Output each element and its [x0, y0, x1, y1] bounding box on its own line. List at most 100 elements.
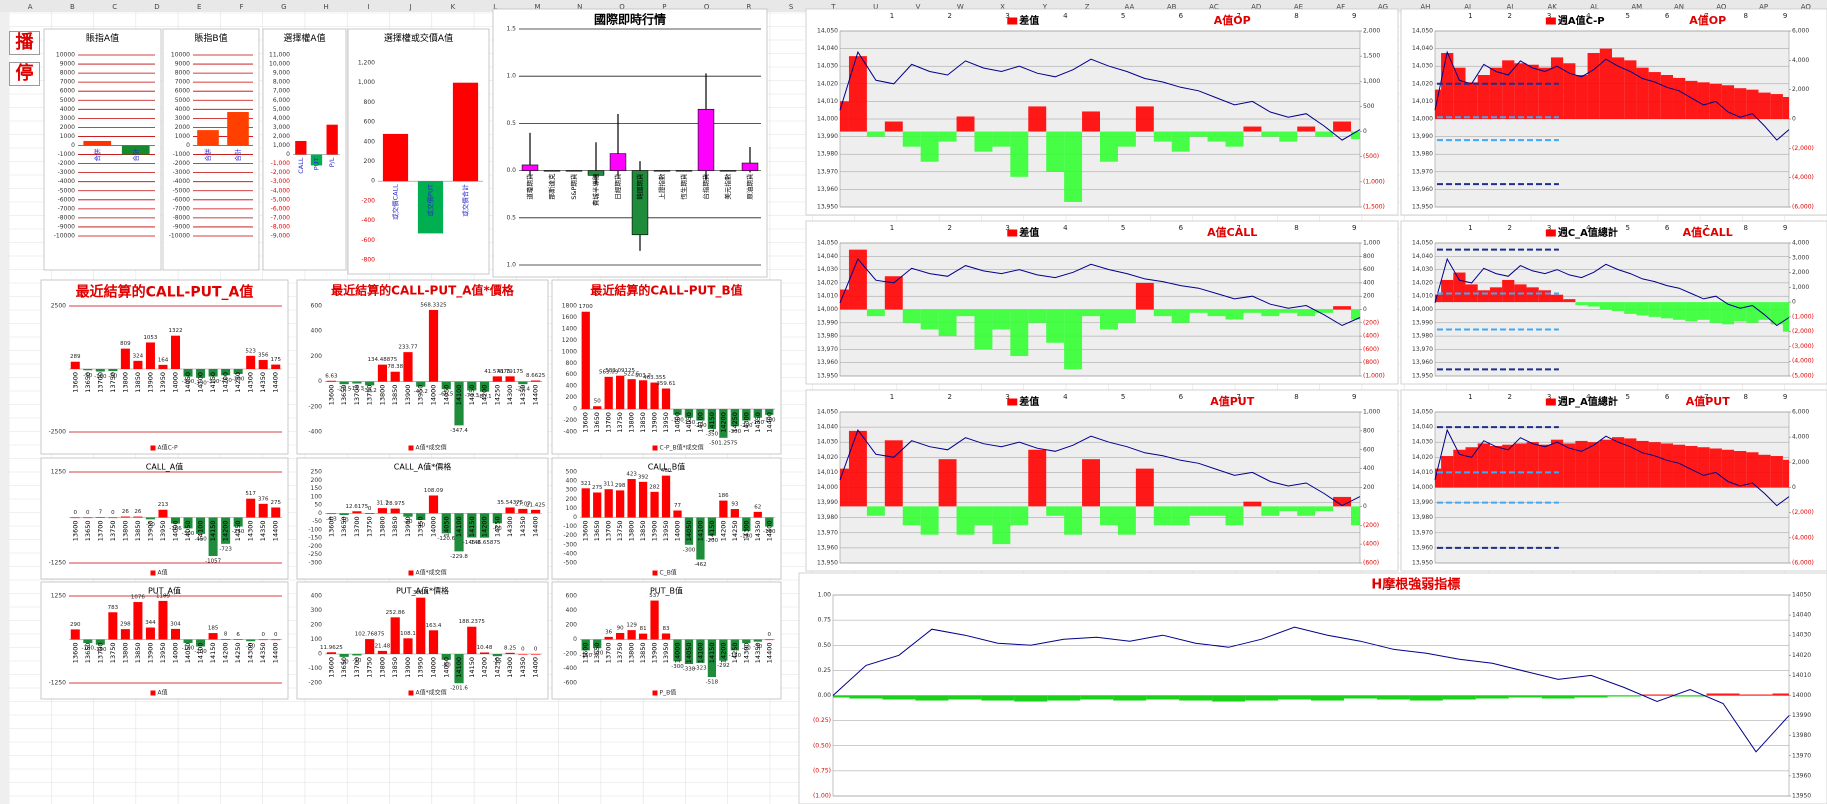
y2-tick-label: 13970	[1792, 752, 1811, 759]
y-tick-label: 7,000	[273, 88, 290, 95]
y-tick-label: 7000	[175, 79, 190, 86]
x-category-label: 6	[1665, 224, 1670, 232]
data-label: 344	[145, 620, 156, 626]
chart-panel	[551, 279, 782, 455]
area-column	[1082, 111, 1100, 132]
area-column	[1297, 506, 1316, 516]
bar	[479, 381, 490, 392]
bar	[170, 517, 181, 524]
category-label: 13600	[327, 516, 335, 537]
bar	[627, 379, 636, 410]
area-column	[915, 695, 949, 701]
category-label: 14300	[742, 521, 750, 542]
category-label: 13600	[71, 372, 79, 393]
y2-tick-label: 13950	[1792, 793, 1811, 800]
bar	[145, 517, 155, 520]
data-label: -15.3	[350, 386, 365, 392]
area-column	[1599, 48, 1612, 119]
y-tick-label: -100	[308, 665, 322, 672]
x-category-label: 7	[1236, 12, 1240, 20]
category-label: 14300	[247, 372, 255, 393]
y-tick-label: 600	[311, 303, 323, 310]
area-column	[1477, 290, 1490, 303]
data-label: -80	[108, 374, 117, 380]
area-column	[1064, 131, 1083, 202]
x-category-label: 7	[1236, 224, 1240, 232]
y-tick-label: 14,050	[1412, 409, 1433, 416]
area-column	[1697, 302, 1710, 320]
area-column	[1135, 106, 1154, 132]
area-column	[1046, 131, 1065, 172]
category-label: 14300	[506, 657, 514, 678]
y2-tick-label: 13980	[1792, 732, 1811, 739]
legend-swatch	[652, 445, 658, 451]
data-label: 392	[638, 474, 649, 480]
area-column	[1721, 302, 1735, 325]
data-label: -347.4	[450, 428, 468, 434]
area-column	[981, 695, 1015, 701]
data-label: 275	[592, 485, 603, 491]
bar	[365, 639, 375, 654]
bar	[454, 654, 464, 684]
y-tick-label: -400	[563, 550, 577, 557]
bar	[95, 517, 105, 518]
y-tick-label: 13,990	[817, 319, 838, 326]
bar	[753, 511, 762, 518]
data-label: 0	[111, 510, 115, 516]
y-tick-label: 14,000	[1412, 116, 1433, 123]
area-column	[1697, 447, 1710, 488]
area-column	[1587, 442, 1600, 488]
area-column	[1599, 302, 1612, 310]
data-label: 517	[245, 491, 256, 497]
data-label: 175	[270, 357, 281, 363]
play-button[interactable]: 播	[9, 31, 40, 55]
y-tick-label: 600	[566, 371, 578, 378]
y-tick-label: -100	[308, 526, 322, 533]
area-column	[1709, 302, 1722, 323]
data-label: -150	[579, 653, 592, 659]
y2-tick-label: 14030	[1792, 632, 1811, 639]
bar	[531, 509, 541, 514]
column-header: C	[112, 3, 117, 11]
bar	[707, 639, 717, 678]
category-label: 恆生期貨	[679, 173, 688, 200]
area-column	[1624, 60, 1637, 119]
area-column	[1064, 309, 1083, 370]
area-column	[1514, 63, 1527, 119]
bar	[730, 509, 739, 518]
bar	[258, 639, 268, 641]
category-label: 14300	[247, 521, 255, 542]
y-tick-label: 250	[311, 469, 323, 476]
data-label: 78.38	[387, 364, 403, 370]
bar	[518, 508, 528, 514]
x-category-label: 8	[1743, 12, 1747, 20]
y-tick-label: 14,010	[1412, 293, 1433, 300]
area-column	[974, 309, 993, 350]
x-category-label: 4	[1586, 224, 1591, 232]
y2-tick-label: 1,000	[1792, 284, 1809, 291]
category-label: 13950	[417, 516, 425, 537]
data-label: -300	[683, 547, 696, 553]
category-label: 14100	[696, 643, 704, 664]
y-tick-label: -1,000	[271, 160, 291, 167]
stop-button[interactable]: 停	[9, 62, 40, 86]
area-column	[1453, 272, 1466, 303]
x-category-label: 7	[1704, 12, 1708, 20]
data-label: 0	[521, 647, 525, 653]
category-label: 14350	[754, 521, 762, 542]
chart-title: PUT_A值*價格	[396, 585, 449, 595]
data-label: 129	[626, 623, 637, 629]
area-column	[1550, 57, 1564, 119]
chart-title: PUT_A值	[148, 585, 181, 595]
y-tick-label: 0.00	[818, 692, 832, 699]
category-label: 14100	[455, 657, 463, 678]
data-label: 41.79175	[497, 369, 524, 375]
data-label: 0	[274, 632, 278, 638]
y-tick-label: 14,000	[1412, 484, 1433, 491]
category-label: 14350	[519, 516, 527, 537]
y-tick-label: 1.5	[506, 26, 516, 33]
y-tick-label: 3000	[175, 115, 190, 122]
y2-tick-label: 2,000	[1792, 86, 1809, 93]
area-column	[1297, 126, 1316, 132]
bar	[467, 626, 477, 654]
